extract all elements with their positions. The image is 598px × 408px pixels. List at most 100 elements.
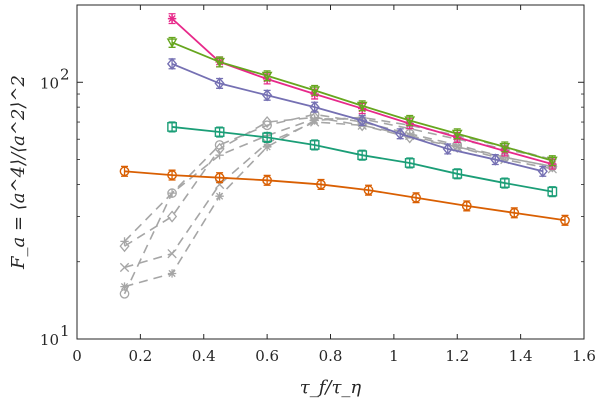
x-tick-label: 1.2 — [445, 347, 469, 365]
data-marker — [167, 248, 177, 259]
error-bar — [412, 192, 420, 204]
x-axis-label: τ_f/τ_η — [300, 377, 362, 398]
error-bar — [510, 207, 518, 219]
data-marker — [404, 116, 416, 127]
error-bar — [121, 165, 129, 177]
data-marker — [214, 172, 225, 183]
data-marker — [363, 185, 374, 196]
y-tick-label: 10 — [40, 331, 59, 349]
data-marker — [309, 140, 320, 150]
data-marker — [215, 191, 224, 201]
data-marker — [560, 215, 570, 226]
data-marker — [404, 128, 415, 139]
data-marker — [167, 14, 177, 23]
error-bar — [216, 126, 224, 138]
data-marker — [119, 166, 130, 177]
data-marker — [404, 158, 415, 168]
series-line — [124, 116, 553, 247]
series-4 — [119, 165, 570, 226]
y-tick-exponent: 2 — [60, 65, 70, 83]
data-marker — [357, 119, 368, 132]
series-layer — [119, 13, 570, 299]
error-bar — [168, 121, 176, 133]
error-bar — [561, 214, 569, 226]
data-marker — [167, 170, 177, 180]
error-bar — [406, 157, 414, 169]
data-marker — [310, 116, 319, 125]
error-bar — [168, 169, 176, 181]
data-marker — [214, 77, 225, 90]
data-marker — [215, 150, 224, 160]
x-tick-label: 0 — [72, 347, 82, 365]
error-bar — [263, 174, 271, 186]
error-bar — [358, 149, 366, 161]
data-marker — [357, 150, 368, 161]
data-marker — [490, 153, 501, 166]
data-marker — [537, 165, 548, 178]
error-bar — [548, 186, 556, 198]
plot-background — [77, 5, 584, 339]
data-marker — [262, 120, 272, 131]
data-marker — [166, 38, 178, 49]
data-marker — [356, 101, 368, 112]
y-axis-label: F_a = ⟨a^4⟩/⟨a^2⟩^2 — [8, 75, 29, 270]
data-marker — [166, 57, 178, 70]
data-marker — [547, 186, 558, 197]
data-marker — [214, 57, 225, 68]
data-marker — [451, 129, 463, 140]
data-marker — [262, 142, 272, 152]
data-marker — [442, 142, 453, 156]
data-marker — [499, 178, 510, 188]
series-2 — [166, 57, 548, 178]
error-bar — [365, 184, 373, 196]
data-marker — [261, 71, 273, 82]
data-marker — [499, 142, 511, 153]
data-marker — [262, 115, 273, 129]
series-line — [124, 116, 553, 288]
data-marker — [262, 89, 273, 102]
data-marker — [262, 175, 273, 186]
plot-area — [77, 5, 584, 339]
data-marker — [452, 168, 463, 179]
error-bar — [263, 131, 271, 143]
error-bar — [501, 177, 509, 189]
series-line — [124, 121, 553, 269]
series-line — [124, 170, 566, 222]
x-tick-label: 1 — [389, 347, 399, 365]
data-marker — [309, 101, 320, 114]
data-marker — [167, 210, 178, 223]
data-marker — [395, 127, 406, 140]
data-marker — [309, 86, 321, 97]
data-marker — [411, 192, 421, 203]
error-bar — [453, 168, 461, 180]
series-1 — [166, 36, 558, 167]
x-tick-label: 0.2 — [128, 347, 152, 365]
data-marker — [167, 269, 177, 278]
data-marker — [316, 179, 326, 190]
error-bar — [311, 139, 319, 151]
data-marker — [509, 207, 520, 218]
error-bar — [317, 178, 325, 190]
y-tick-exponent: 1 — [60, 322, 70, 340]
data-marker — [357, 114, 368, 127]
data-marker — [546, 156, 558, 167]
y-tick-label: 10 — [40, 74, 59, 92]
x-tick-label: 1.4 — [509, 347, 533, 365]
data-marker — [461, 200, 472, 211]
x-tick-label: 0.4 — [192, 347, 216, 365]
data-marker — [167, 122, 177, 132]
x-tick-label: 0.8 — [319, 347, 343, 365]
data-marker — [214, 127, 225, 137]
data-marker — [167, 188, 177, 198]
data-marker — [119, 240, 130, 253]
error-bar — [463, 200, 471, 212]
data-marker — [120, 282, 129, 291]
data-marker — [262, 132, 273, 143]
x-tick-label: 1.6 — [572, 347, 596, 365]
series-line — [123, 118, 553, 242]
x-tick-label: 0.6 — [255, 347, 279, 365]
error-bar — [216, 172, 224, 184]
data-marker — [119, 262, 130, 273]
